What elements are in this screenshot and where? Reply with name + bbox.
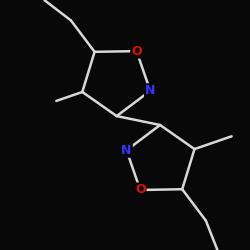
Text: N: N [121,144,132,157]
Text: N: N [145,84,156,97]
Text: O: O [135,184,145,196]
Text: O: O [131,44,142,58]
